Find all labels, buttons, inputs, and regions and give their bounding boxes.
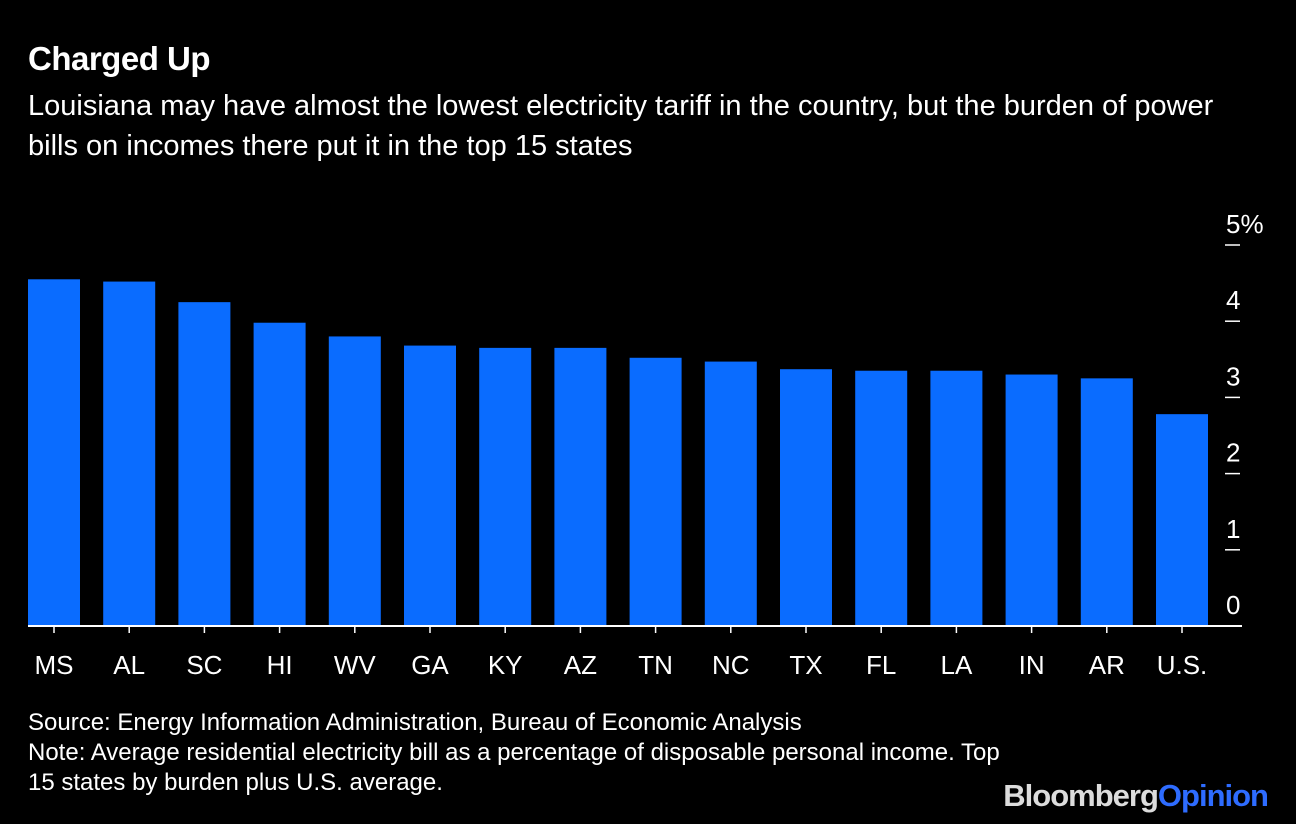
- bar-al: [103, 281, 156, 626]
- y-tick-label: 4: [1226, 285, 1240, 315]
- logo-brand: Bloomberg: [1003, 778, 1159, 813]
- y-axis: 0 1 2 3 4 5%: [1225, 209, 1264, 620]
- x-tick-label: HI: [267, 650, 293, 680]
- x-tick-label: KY: [488, 650, 523, 680]
- chart-title: Charged Up: [28, 40, 211, 77]
- chart-subtitle: Louisiana may have almost the lowest ele…: [28, 90, 1214, 162]
- x-tick-label: SC: [186, 650, 222, 680]
- methodology-note: Note: Average residential electricity bi…: [28, 739, 1000, 796]
- x-tick-label: NC: [712, 650, 750, 680]
- y-tick-label: 3: [1226, 361, 1240, 391]
- bar-fl: [855, 370, 908, 626]
- logo-product: Opinion: [1157, 778, 1269, 813]
- x-tick-label: TX: [789, 650, 822, 680]
- bar-la: [930, 370, 983, 626]
- x-tick-label: IN: [1019, 650, 1045, 680]
- y-tick-label: 2: [1226, 438, 1240, 468]
- x-tick-label: WV: [334, 650, 377, 680]
- x-tick-label: AZ: [564, 650, 597, 680]
- y-tick-label: 0: [1226, 590, 1240, 620]
- bar-us: [1156, 414, 1208, 626]
- bloomberg-opinion-logo: BloombergOpinion: [1003, 778, 1269, 814]
- x-tick-label: U.S.: [1157, 650, 1208, 680]
- y-tick-label: 5%: [1226, 209, 1264, 239]
- bar-sc: [178, 302, 231, 626]
- x-tick-label: AL: [113, 650, 145, 680]
- x-axis: MS AL SC HI WV GA KY AZ TN NC TX FL LA IN AR U.S.: [35, 626, 1208, 680]
- bar-chart: 0 1 2 3 4 5% MS AL SC HI WV GA KY AZ TN NC TX FL LA IN AR U.…: [28, 209, 1264, 680]
- bar-hi: [253, 322, 306, 626]
- bar-ar: [1080, 378, 1133, 626]
- bar-nc: [704, 361, 757, 626]
- source-note: Source: Energy Information Administratio…: [28, 709, 802, 736]
- bar-in: [1005, 374, 1058, 626]
- x-tick-label: GA: [411, 650, 449, 680]
- chart-footer: Source: Energy Information Administratio…: [28, 708, 1008, 798]
- x-tick-label: FL: [866, 650, 896, 680]
- x-tick-label: LA: [940, 650, 972, 680]
- bar-ms: [28, 279, 80, 626]
- bar-ga: [404, 345, 456, 626]
- bar-series: [28, 279, 1208, 626]
- y-tick-label: 1: [1226, 514, 1240, 544]
- x-tick-label: MS: [35, 650, 74, 680]
- bar-tn: [629, 357, 682, 626]
- bar-ky: [479, 347, 532, 626]
- bar-wv: [328, 336, 381, 626]
- bar-az: [554, 347, 607, 626]
- x-tick-label: TN: [638, 650, 673, 680]
- x-tick-label: AR: [1089, 650, 1125, 680]
- bar-tx: [780, 369, 832, 626]
